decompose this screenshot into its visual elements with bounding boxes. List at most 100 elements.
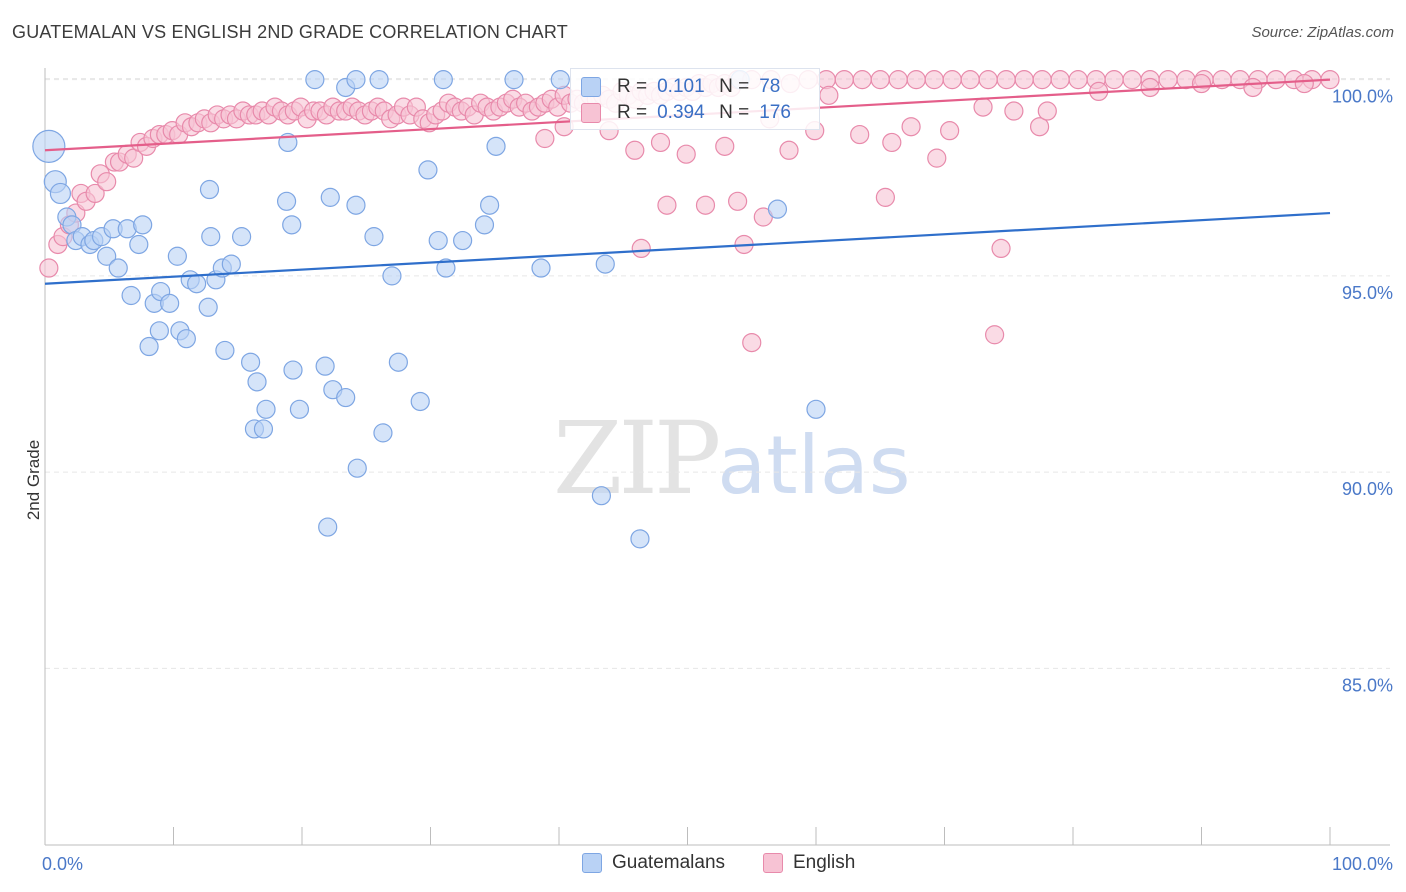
tick-labels: 100.0% 95.0% 90.0% 85.0% 0.0% 100.0% xyxy=(42,87,1393,874)
y-tick-label: 90.0% xyxy=(1342,479,1393,499)
guatemalan-point xyxy=(373,423,393,443)
guatemalan-point xyxy=(253,419,274,439)
guatemalan-point xyxy=(486,136,506,156)
guatemalan-point xyxy=(806,399,826,419)
guatemalan-point xyxy=(149,321,169,341)
english-r-value: 0.394 xyxy=(657,102,705,123)
english-point xyxy=(1266,70,1286,90)
guatemalans-swatch xyxy=(581,77,601,97)
guatemalan-point xyxy=(221,254,241,274)
guatemalan-point xyxy=(305,70,325,90)
y-tick-label: 95.0% xyxy=(1342,283,1393,303)
english-point xyxy=(779,140,799,160)
guatemalan-point xyxy=(336,387,356,408)
english-point xyxy=(985,325,1005,345)
english-point xyxy=(850,124,870,145)
guatemalan-point xyxy=(474,215,495,235)
guatemalan-point xyxy=(364,227,384,247)
guatemalan-point xyxy=(276,191,297,211)
guatemalan-point xyxy=(282,215,302,235)
english-point xyxy=(676,144,696,164)
legend-item-guatemalans[interactable]: Guatemalans xyxy=(582,852,725,874)
y-tick-label: 100.0% xyxy=(1332,87,1393,107)
guatemalan-point xyxy=(369,70,389,90)
english-point xyxy=(1140,77,1160,98)
guatemalan-point xyxy=(382,266,402,286)
guatemalan-point xyxy=(410,391,430,412)
guatemalan-point xyxy=(129,234,149,255)
english-point xyxy=(1014,70,1034,90)
x-tick-label: 0.0% xyxy=(42,854,83,874)
guatemalan-point xyxy=(418,160,438,180)
english-point xyxy=(1032,70,1052,90)
guatemalan-point xyxy=(201,227,221,247)
english-point xyxy=(695,195,716,215)
guatemalan-point xyxy=(320,187,340,207)
guatemalan-point xyxy=(767,199,788,219)
stats-legend-row-guatemalans: R = 0.101 N = 78 xyxy=(581,74,780,100)
english-point xyxy=(819,85,839,105)
guatemalan-point xyxy=(241,352,261,372)
watermark-atlas: atlas xyxy=(717,419,911,512)
english-point xyxy=(960,70,980,90)
guatemalans-r-value: 0.101 xyxy=(657,76,705,97)
english-point xyxy=(1104,70,1124,90)
english-legend-swatch xyxy=(763,853,783,873)
english-point xyxy=(906,70,926,90)
watermark: ZIPatlas xyxy=(553,400,911,517)
guatemalan-point xyxy=(591,486,612,506)
english-point xyxy=(991,238,1011,258)
guatemalan-point xyxy=(283,360,303,380)
english-point xyxy=(728,191,748,211)
english-swatch xyxy=(581,103,601,123)
stats-legend-row-english: R = 0.394 N = 176 xyxy=(581,100,791,126)
english-point xyxy=(1029,117,1050,137)
english-point xyxy=(39,258,59,278)
r-label: R = xyxy=(617,102,648,123)
english-point xyxy=(834,70,854,90)
n-label: N = xyxy=(719,102,750,123)
english-point xyxy=(1122,70,1142,90)
stats-legend: R = 0.101 N = 78 R = 0.394 N = 176 xyxy=(570,68,820,130)
english-point xyxy=(875,187,895,207)
guatemalan-point xyxy=(247,372,267,392)
guatemalan-point xyxy=(289,399,310,419)
guatemalan-point xyxy=(187,274,207,294)
guatemalan-point xyxy=(49,182,72,205)
guatemalan-point xyxy=(198,297,218,317)
english-point xyxy=(901,117,921,137)
guatemalan-point xyxy=(108,258,128,278)
guatemalan-point xyxy=(176,329,196,349)
english-point xyxy=(1158,70,1178,90)
english-point xyxy=(657,195,677,215)
guatemalan-point xyxy=(318,517,338,537)
legend-item-english[interactable]: English xyxy=(763,852,855,874)
guatemalan-point xyxy=(133,215,153,235)
english-n-value: 176 xyxy=(759,102,791,123)
guatemalan-point xyxy=(32,129,66,163)
axes xyxy=(44,68,1390,846)
source-credit: Source: ZipAtlas.com xyxy=(1251,24,1394,41)
english-point xyxy=(631,238,651,258)
guatemalan-point xyxy=(453,230,473,251)
r-label: R = xyxy=(617,76,648,97)
guatemalan-point xyxy=(531,258,551,278)
english-point xyxy=(650,132,671,153)
english-point xyxy=(852,70,872,90)
guatemalan-point xyxy=(550,70,570,90)
english-point xyxy=(97,172,117,192)
guatemalan-point xyxy=(139,336,159,357)
guatemalan-point xyxy=(167,246,187,266)
english-point xyxy=(942,70,962,90)
english-point xyxy=(882,132,902,153)
chart-title: GUATEMALAN VS ENGLISH 2ND GRADE CORRELAT… xyxy=(12,22,568,42)
english-point xyxy=(1243,77,1263,98)
english-point xyxy=(888,70,908,90)
english-point xyxy=(1004,101,1024,121)
english-point xyxy=(1050,70,1070,90)
guatemalan-point xyxy=(121,285,141,306)
english-point xyxy=(927,148,947,168)
guatemalan-points xyxy=(32,70,826,549)
guatemalan-point xyxy=(346,70,366,90)
english-point xyxy=(1037,101,1057,121)
